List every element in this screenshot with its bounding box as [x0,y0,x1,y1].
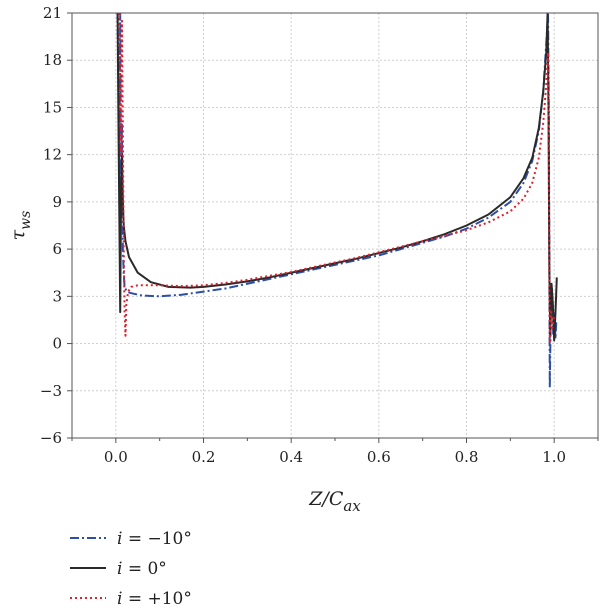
legend-label: i = 0° [117,559,167,579]
y-tick-label: 12 [43,146,62,164]
series-line-3 [118,13,556,345]
y-tick-label: 6 [52,240,62,258]
x-axis-title-text: Z/Cax [308,488,361,515]
x-tick-label: 0.4 [279,448,303,466]
y-axis-title: τws [7,211,34,241]
series-line-1 [116,13,558,389]
y-axis-title-text: τws [7,211,34,241]
ticks: 0.0 0.2 0.4 0.6 0.8 1.0 −6 −3 0 3 6 9 12 15 18 21 [40,4,599,466]
x-axis-title: Z/Cax [308,488,361,515]
x-tick-label: 0.0 [104,448,128,466]
y-tick-label: 21 [43,4,62,22]
x-tick-label: 0.2 [192,448,216,466]
y-tick-label: 0 [52,335,62,353]
y-tick-label: 15 [43,98,62,116]
legend-label: i = +10° [117,589,192,609]
y-tick-label: 18 [43,51,62,69]
legend-label: i = −10° [117,529,192,549]
x-tick-label: 0.6 [367,448,391,466]
x-tick-label: 0.8 [455,448,479,466]
grid [72,12,598,439]
y-tick-label: −3 [40,382,62,400]
series-line-2 [116,13,558,342]
y-tick-label: −6 [40,429,62,447]
y-tick-label: 3 [52,287,62,305]
legend: i = −10° i = 0° i = +10° [70,529,192,609]
y-tick-label: 9 [52,193,62,211]
series-group [116,13,558,389]
x-tick-label: 1.0 [542,448,566,466]
plot-frame [71,12,599,439]
